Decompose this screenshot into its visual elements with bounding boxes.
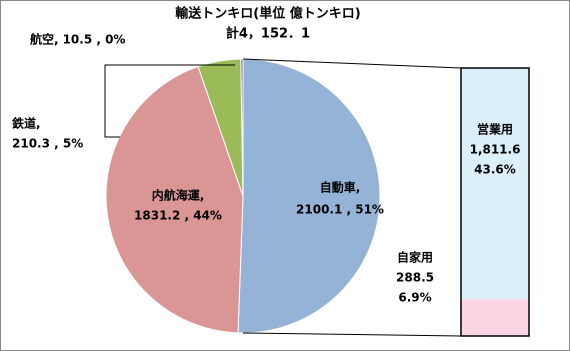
breakdown-value-label: 1,811.6: [470, 143, 521, 157]
slice-label: 航空,: [30, 32, 59, 47]
slice-value-label: 10.5 , 0%: [63, 33, 126, 47]
breakdown-label: 営業用: [477, 122, 513, 137]
slice-value-label: 210.3 , 5%: [12, 137, 83, 151]
breakdown-label: 自家用: [397, 250, 433, 265]
chart-subtitle: 計4，152．1: [226, 26, 310, 42]
connector: [242, 332, 462, 337]
slice-label: 鉄道,: [12, 116, 41, 131]
breakdown-share-label: 43.6%: [474, 163, 516, 177]
breakdown-value-label: 288.5: [396, 271, 434, 285]
breakdown-bar: [461, 68, 529, 300]
breakdown-bar: [461, 299, 529, 336]
slice-value-label: 1831.2 , 44%: [134, 209, 222, 223]
pie-slice: [105, 65, 244, 334]
bar-outline: [460, 67, 530, 337]
pie-slice: [237, 58, 381, 334]
slice-label: 内航海運,: [152, 188, 205, 203]
connector: [242, 58, 462, 69]
leader-line: [104, 64, 235, 138]
chart-title: 輸送トンキロ(単位 億トンキロ): [175, 6, 360, 22]
slice-label: 自動車,: [320, 180, 361, 195]
slice-value-label: 2100.1 , 51%: [296, 203, 384, 217]
breakdown-share-label: 6.9%: [398, 291, 431, 305]
pie-slice: [240, 58, 244, 197]
